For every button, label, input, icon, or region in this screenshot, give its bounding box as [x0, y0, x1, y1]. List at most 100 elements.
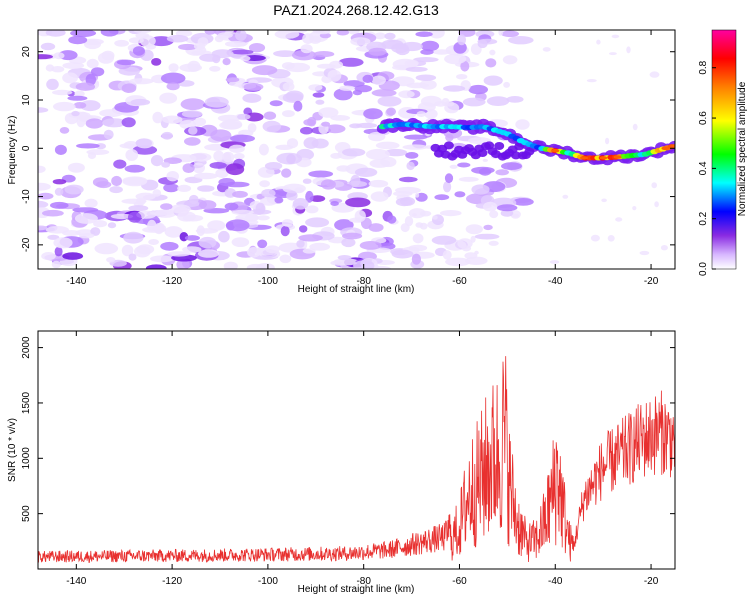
heatmap-noise-blob [160, 241, 179, 251]
heatmap-noise-blob [258, 143, 269, 156]
heatmap-noise-blob [38, 165, 46, 173]
heatmap-noise-blob [312, 92, 325, 98]
heatmap-noise-blob [419, 222, 428, 230]
heatmap-noise-blob [311, 138, 329, 149]
heatmap-noise-blob [222, 151, 235, 163]
heatmap-noise-blob [411, 253, 421, 265]
heatmap-noise-blob [169, 204, 191, 214]
heatmap-noise-blob [502, 55, 518, 65]
ridge-halo [443, 141, 454, 150]
heatmap-noise-blob [231, 237, 250, 248]
heatmap-noise-blob [338, 57, 364, 67]
colorbar: 0.0 0.2 0.4 0.6 0.8 Normalized spectral ampl… [698, 29, 748, 276]
heatmap-noise [38, 30, 668, 269]
heatmap-noise-blob [162, 115, 183, 124]
heatmap-noise-blob [47, 234, 60, 240]
heatmap-y-tick-label: 10 [21, 94, 32, 106]
heatmap-noise-blob [402, 144, 429, 150]
heatmap-noise-blob [307, 116, 317, 127]
heatmap-noise-blob [85, 118, 104, 129]
heatmap-noise-blob [128, 253, 137, 261]
heatmap-noise-blob [40, 42, 56, 51]
heatmap-noise-blob [391, 249, 414, 259]
heatmap-noise-blob [190, 152, 212, 162]
heatmap-noise-blob [460, 61, 470, 72]
snr-x-tick-label: -20 [644, 576, 659, 587]
heatmap-noise-blob [651, 182, 657, 189]
heatmap-noise-blob [413, 57, 439, 63]
heatmap-noise-blob [51, 66, 65, 73]
heatmap-noise-blob [132, 145, 158, 155]
ridge-peak [661, 146, 670, 151]
heatmap-noise-blob [477, 39, 488, 49]
heatmap-noise-blob [489, 210, 499, 219]
heatmap-noise-blob [605, 137, 610, 145]
heatmap-noise-blob [368, 47, 387, 56]
heatmap-noise-blob [90, 227, 101, 236]
heatmap-noise-blob [398, 90, 415, 99]
heatmap-x-tick-label: -40 [548, 276, 563, 287]
heatmap-noise-blob [363, 108, 383, 120]
heatmap-noise-blob [161, 161, 171, 168]
heatmap-noise-blob [122, 176, 148, 185]
heatmap-noise-blob [420, 40, 440, 52]
heatmap-noise-blob [405, 152, 419, 159]
heatmap-noise-blob [209, 65, 221, 72]
heatmap-noise-blob [495, 169, 510, 176]
heatmap-noise-blob [428, 30, 445, 39]
heatmap-noise-blob [285, 90, 304, 102]
heatmap-noise-blob [163, 157, 182, 164]
heatmap-noise-blob [273, 50, 297, 57]
heatmap-noise-blob [217, 32, 233, 39]
heatmap-noise-blob [177, 184, 192, 192]
heatmap-noise-blob [280, 225, 290, 237]
heatmap-noise-blob [276, 152, 303, 165]
heatmap-noise-blob [660, 245, 668, 251]
heatmap-noise-blob [342, 232, 363, 240]
heatmap-noise-blob [380, 156, 397, 168]
heatmap-noise-blob [354, 167, 378, 177]
heatmap-noise-blob [445, 257, 471, 267]
heatmap-noise-blob [86, 149, 110, 156]
heatmap-noise-blob [260, 197, 278, 206]
heatmap-noise-blob [222, 58, 231, 66]
heatmap-noise-blob [62, 72, 78, 84]
ridge-halo [494, 142, 505, 150]
heatmap-noise-blob [309, 242, 331, 251]
heatmap-noise-blob [387, 215, 397, 224]
colorbar-ticks: 0.0 0.2 0.4 0.6 0.8 [698, 60, 716, 276]
heatmap-noise-blob [318, 107, 339, 118]
heatmap-noise-blob [210, 129, 232, 142]
heatmap-noise-blob [302, 178, 312, 184]
heatmap-noise-blob [444, 101, 455, 107]
heatmap-x-tick-label: -100 [258, 276, 278, 287]
heatmap-noise-blob [432, 215, 438, 220]
heatmap-noise-blob [148, 239, 160, 245]
heatmap-noise-blob [76, 115, 86, 128]
heatmap-noise-blob [515, 119, 530, 130]
heatmap-noise-blob [59, 126, 70, 134]
heatmap-noise-blob [315, 30, 331, 35]
heatmap-noise-blob [282, 110, 295, 118]
heatmap-noise-blob [483, 201, 498, 212]
snr-panel: -140 -120 -100 -80 -60 -40 -20 500 1000 1500 2000… [7, 330, 676, 595]
heatmap-noise-blob [508, 36, 534, 45]
colorbar-tick-label: 0.8 [698, 60, 709, 74]
colorbar-tick-label: 0.6 [698, 111, 709, 125]
heatmap-noise-blob [46, 78, 59, 90]
heatmap-x-tick-label: -60 [452, 276, 467, 287]
heatmap-noise-blob [135, 138, 152, 148]
heatmap-noise-blob [281, 168, 292, 178]
heatmap-noise-blob [163, 183, 180, 193]
heatmap-noise-blob [102, 118, 127, 128]
heatmap-noise-blob [182, 246, 202, 253]
heatmap-noise-blob [368, 223, 384, 232]
heatmap-noise-blob [151, 58, 162, 66]
snr-x-axis-label: Height of straight line (km) [298, 584, 415, 595]
heatmap-y-tick-label: 0 [21, 145, 32, 151]
heatmap-noise-blob [292, 198, 309, 210]
heatmap-noise-blob [247, 247, 261, 258]
